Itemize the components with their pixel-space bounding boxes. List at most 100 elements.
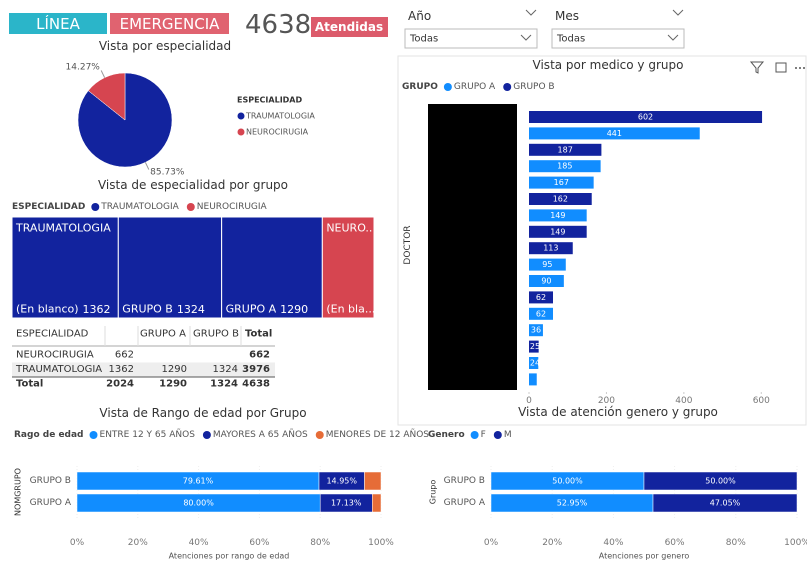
legend-item: TRAUMATOLOGIA — [245, 112, 315, 121]
legend-title: Genero — [428, 430, 465, 440]
data-label: 36 — [531, 326, 541, 335]
bar — [529, 225, 587, 238]
bar — [529, 340, 539, 353]
table-header: GRUPO B — [193, 329, 239, 340]
legend-title: GRUPO — [402, 82, 438, 92]
data-label: 185 — [557, 162, 572, 171]
slicer-box[interactable] — [404, 28, 538, 49]
treemap-tile — [321, 216, 375, 319]
legend-dot — [470, 431, 479, 439]
table-cell: Total — [16, 379, 43, 390]
panel — [397, 55, 807, 426]
legend-item: MAYORES A 65 AÑOS — [213, 429, 308, 440]
more-icon[interactable] — [799, 67, 801, 69]
bar — [529, 242, 573, 255]
more-icon[interactable] — [803, 67, 805, 69]
chart-title: Vista de atención genero y grupo — [518, 405, 718, 419]
table-cell: TRAUMATOLOGIA — [15, 364, 102, 375]
y-axis-label: Grupo — [429, 480, 438, 505]
chart-title: Vista de especialidad por grupo — [98, 178, 288, 192]
x-tick-label: 100% — [784, 538, 807, 548]
bar — [529, 275, 564, 287]
legend-item: TRAUMATOLOGIA — [100, 202, 179, 212]
legend-title: Rago de edad — [14, 430, 84, 440]
x-tick-label: 60% — [249, 538, 269, 548]
table-cell: 1362 — [109, 364, 134, 375]
legend-title: ESPECIALIDAD — [237, 96, 303, 105]
chart-title: Vista por medico y grupo — [533, 58, 684, 72]
data-label: 62 — [536, 309, 546, 318]
data-label: 52.95% — [557, 499, 588, 508]
bar — [529, 111, 763, 123]
tile-value: 1362 — [83, 303, 111, 316]
x-tick-label: 0% — [484, 538, 499, 548]
table-cell: 1324 — [210, 379, 238, 390]
y-tick-label: GRUPO A — [444, 498, 486, 508]
legend-item: MENORES DE 12 AÑOS — [326, 429, 430, 440]
table-cell: 1290 — [159, 379, 187, 390]
bar — [529, 258, 566, 271]
table-cell: 1290 — [162, 364, 187, 375]
bar — [529, 357, 539, 369]
data-label: 113 — [543, 244, 558, 253]
treemap-tile — [221, 216, 323, 319]
data-label: 62 — [536, 293, 546, 302]
slicer-label: Año — [408, 9, 431, 23]
x-tick-label: 400 — [675, 396, 692, 406]
x-axis-label: Atenciones por genero — [599, 552, 690, 561]
y-axis-label: DOCTOR — [403, 225, 413, 264]
table-cell: 1324 — [213, 364, 238, 375]
bar — [529, 324, 543, 337]
x-tick-label: 0% — [70, 538, 85, 548]
legend-item: NEUROCIRUGIA — [197, 202, 268, 212]
kpi-label: Atendidas — [315, 20, 383, 34]
button-bg[interactable] — [9, 13, 107, 34]
legend-dot — [237, 112, 245, 120]
legend-item: NEUROCIRUGIA — [246, 128, 309, 137]
kpi-label-bg — [311, 17, 388, 37]
data-label: 90 — [541, 277, 551, 286]
treemap-tile — [11, 216, 119, 319]
bar-segment — [643, 471, 798, 491]
legend-dot — [186, 203, 195, 211]
table-cell: 662 — [249, 350, 270, 361]
legend-dot — [493, 431, 502, 439]
button-bg[interactable] — [110, 13, 229, 34]
bar — [529, 160, 601, 173]
data-label: 602 — [638, 113, 653, 122]
legend-item: F — [481, 430, 486, 440]
filter-icon[interactable] — [749, 61, 765, 74]
table-header: ESPECIALIDAD — [16, 329, 89, 340]
tile-value: 1290 — [280, 303, 308, 316]
chart-title: Vista por especialidad — [99, 39, 231, 53]
bar-segment — [364, 471, 382, 491]
data-label: 85.73% — [150, 167, 185, 177]
chevron — [520, 34, 532, 41]
slicer-box[interactable] — [551, 28, 685, 49]
legend-item: ENTRE 12 Y 65 AÑOS — [100, 429, 196, 440]
slicer-value[interactable]: Todas — [409, 34, 438, 45]
group-label: TRAUMATOLOGIA — [15, 222, 111, 235]
button-label[interactable]: LÍNEA — [36, 14, 80, 33]
x-tick-label: 20% — [128, 538, 148, 548]
bar-segment — [652, 493, 798, 513]
y-tick-label: GRUPO B — [444, 476, 485, 486]
tile-label: (En bla... — [326, 303, 375, 316]
button-label[interactable]: EMERGENCIA — [120, 15, 221, 33]
bar — [529, 291, 554, 304]
data-label: 80.00% — [183, 499, 214, 508]
slicer-value[interactable]: Todas — [556, 34, 585, 45]
more-icon[interactable] — [795, 67, 797, 69]
data-label: 24 — [530, 359, 540, 368]
expand-icon[interactable] — [775, 62, 787, 73]
data-label: 14.27% — [66, 63, 101, 73]
legend-dot — [91, 203, 100, 211]
x-tick-label: 0 — [526, 396, 532, 406]
kpi-value: 4638 — [245, 10, 311, 40]
legend-dot — [443, 83, 452, 91]
leader-line — [144, 162, 150, 170]
bar — [529, 193, 592, 205]
x-tick-label: 40% — [189, 538, 209, 548]
data-label: 162 — [553, 195, 568, 204]
